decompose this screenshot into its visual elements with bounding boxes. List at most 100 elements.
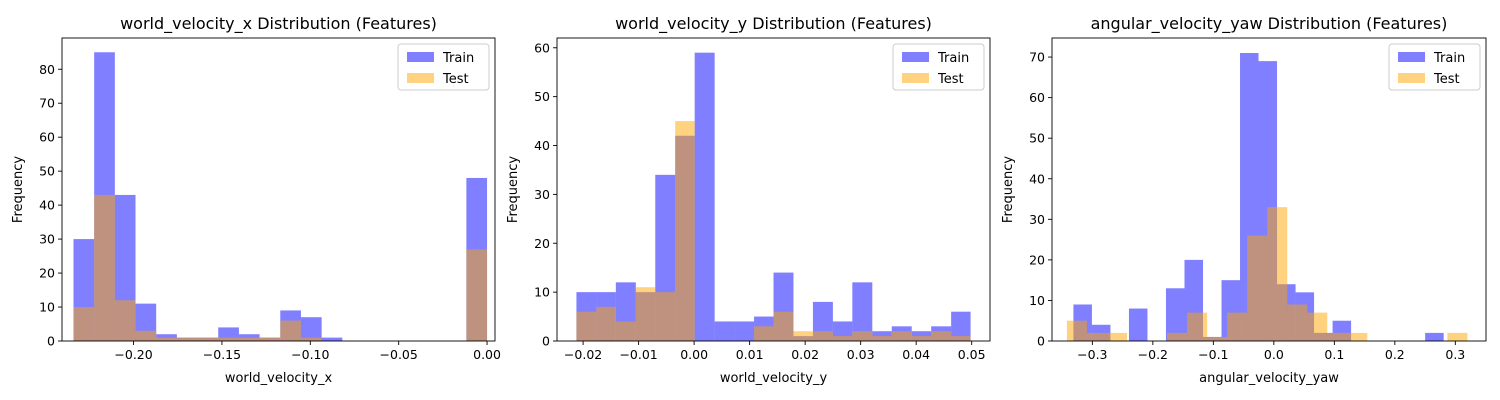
bar-train-19	[1425, 332, 1444, 341]
bar-test-19	[466, 249, 488, 341]
bar-test-13	[1327, 332, 1348, 341]
y-axis-label: Frequency	[506, 156, 521, 223]
bar-test-3	[635, 287, 656, 341]
x-tick-label: −0.2	[1138, 347, 1168, 362]
bar-test-19	[951, 336, 971, 341]
bar-test-6	[1187, 312, 1208, 341]
bar-train-19	[951, 311, 971, 341]
bar-test-12	[1307, 312, 1328, 341]
bar-train-8	[734, 321, 755, 341]
y-tick-label: 50	[534, 89, 550, 104]
chart-panel-2: −0.02 −0.01 0.00 0.01 0.02 0.03 0.04 0.05 0 10 20 3…	[506, 14, 991, 386]
bar-test-4	[156, 337, 177, 341]
bar-test-0	[576, 311, 597, 341]
y-tick-label: 50	[39, 164, 55, 179]
x-tick-label: 0.00	[473, 347, 501, 362]
legend-label-train: Train	[937, 51, 969, 66]
x-tick-label: 0.02	[791, 347, 819, 362]
x-tick-label: −0.01	[619, 347, 657, 362]
bar-train-11	[300, 317, 322, 341]
bar-test-1	[596, 306, 616, 341]
legend-swatch-test	[407, 73, 434, 83]
legend-swatch-test	[902, 73, 929, 83]
y-axis-label: Frequency	[11, 156, 26, 223]
bar-test-18	[931, 331, 952, 341]
y-tick-label: 40	[1029, 171, 1045, 186]
x-tick-label: −0.10	[291, 347, 329, 362]
bar-test-11	[300, 337, 322, 341]
bar-test-1	[94, 194, 115, 341]
bar-train-12	[812, 301, 833, 341]
legend: Train Test	[892, 43, 985, 91]
x-tick-label: 0.05	[958, 347, 986, 362]
y-tick-label: 40	[39, 198, 55, 213]
axes-frame	[1051, 37, 1487, 342]
bar-test-10	[773, 311, 794, 341]
x-axis-label: world_velocity_x	[225, 371, 333, 386]
y-tick-label: 70	[39, 96, 55, 111]
y-tick-label: 10	[534, 285, 550, 300]
x-axis-label: world_velocity_y	[720, 371, 828, 386]
x-tick-label: 0.01	[736, 347, 764, 362]
y-tick-label: 10	[39, 300, 55, 315]
bar-test-17	[911, 336, 932, 341]
bar-test-14	[1347, 332, 1368, 341]
legend-label-train: Train	[442, 51, 474, 66]
y-tick-label: 20	[1029, 252, 1045, 267]
y-tick-label: 60	[534, 40, 550, 55]
bar-test-2	[114, 300, 136, 341]
bar-test-0	[1066, 320, 1087, 341]
legend: Train Test	[397, 43, 490, 91]
bar-train-6	[694, 52, 715, 341]
y-axis-label: Frequency	[1001, 156, 1016, 223]
y-tick-label: 0	[542, 334, 550, 349]
bar-test-3	[135, 330, 157, 341]
bar-test-4	[655, 292, 676, 341]
bar-test-5	[176, 337, 198, 341]
bar-train-14	[852, 282, 873, 341]
x-tick-label: 0.1	[1324, 347, 1344, 362]
bar-test-9	[754, 326, 774, 341]
chart-title: world_velocity_y Distribution (Features)	[615, 14, 932, 34]
bar-test-15	[872, 336, 892, 341]
bar-test-8	[1227, 312, 1248, 341]
bar-test-5	[675, 121, 695, 341]
legend-swatch-train	[407, 52, 434, 62]
bar-test-9	[259, 337, 281, 341]
bar-test-2	[1106, 332, 1128, 341]
y-tick-label: 30	[1029, 212, 1045, 227]
y-tick-label: 20	[39, 266, 55, 281]
bar-test-14	[852, 331, 873, 341]
bar-train-12	[321, 337, 343, 341]
chart-title: world_velocity_x Distribution (Features)	[120, 14, 437, 34]
y-tick-label: 30	[39, 232, 55, 247]
bar-test-5	[1167, 332, 1188, 341]
y-tick-label: 10	[1029, 293, 1045, 308]
legend-swatch-test	[1398, 73, 1425, 83]
chart-title: angular_velocity_yaw Distribution (Featu…	[1091, 14, 1448, 34]
x-tick-label: 0.2	[1385, 347, 1405, 362]
bar-test-13	[832, 336, 853, 341]
x-tick-label: −0.15	[203, 347, 241, 362]
x-axis-label: angular_velocity_yaw	[1199, 371, 1339, 386]
bar-test-19	[1447, 332, 1468, 341]
x-tick-label: 0.03	[847, 347, 875, 362]
bar-train-7	[714, 321, 735, 341]
legend-swatch-train	[1398, 52, 1425, 62]
bar-train-3	[1128, 308, 1148, 341]
bar-test-7	[1207, 336, 1228, 341]
series-test	[73, 194, 488, 341]
legend-label-test: Test	[937, 72, 964, 87]
x-tick-label: −0.02	[564, 347, 602, 362]
x-tick-label: 0.00	[680, 347, 708, 362]
legend-swatch-train	[902, 52, 929, 62]
x-tick-label: −0.20	[114, 347, 152, 362]
bar-test-8	[238, 337, 260, 341]
bar-test-2	[615, 321, 636, 341]
bar-test-7	[218, 337, 239, 341]
bar-test-11	[1287, 304, 1308, 341]
y-tick-label: 30	[534, 187, 550, 202]
bar-test-0	[73, 307, 95, 341]
bar-test-11	[793, 331, 813, 341]
